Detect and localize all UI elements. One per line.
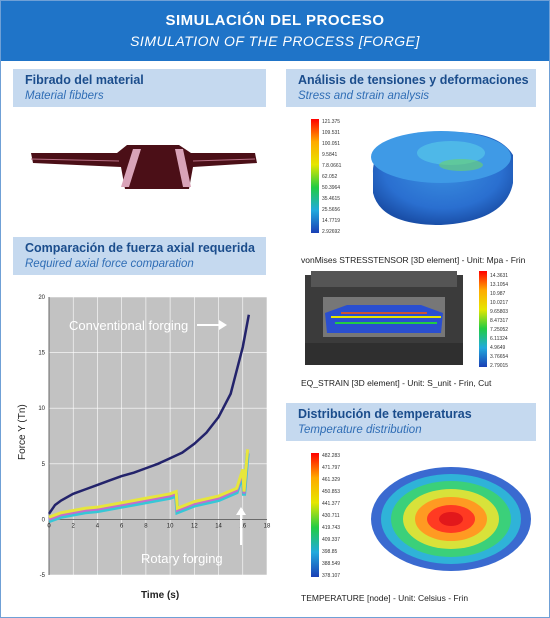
x-tick-label: 16 [239,523,246,529]
header-banner: SIMULACIÓN DEL PROCESO SIMULATION OF THE… [1,1,549,61]
temperature-simulation-image: 482.283 471.797 461.329 450.853 441.377 430.7… [311,453,531,579]
y-tick-label: 10 [38,406,45,412]
annotation-arrow [197,324,221,326]
scale-value: 9.5841 [322,152,338,158]
annotation-conventional: Conventional forging [69,318,189,333]
section-header-fibers: Fibrado del material Material fibbers [13,69,266,107]
scale-value: 2.79015 [490,363,508,369]
force-chart: 20 15 10 5 0 -5 0 2 4 6 8 10 12 14 16 18 Force Y (Tn) T… [17,295,271,601]
scale-value: 388.549 [322,561,340,567]
arrow-head-icon [219,320,227,330]
arrow-head-icon [236,507,246,515]
scale-value: 6.11324 [490,336,508,342]
section-subtitle: Temperature distribution [298,424,422,436]
strain-simulation-image: 14.3631 13.1054 10.987 10.0217 9.65803 8.4731… [305,271,508,369]
y-tick-label: 5 [42,462,46,468]
strain-color-scale [479,271,487,367]
section-subtitle: Required axial force comparation [25,258,194,270]
scale-value: 461.329 [322,477,340,483]
section-title: Análisis de tensiones y deformaciones [298,73,529,87]
section-title: Comparación de fuerza axial requerida [25,241,255,255]
stress-simulation-image: 121.375 109.531 100.051 9.5841 7.8.0661 62.05… [311,119,513,235]
scale-value: 409.337 [322,537,340,543]
y-tick-label: 20 [38,295,45,301]
strain-caption: EQ_STRAIN [3D element] - Unit: S_unit - … [301,378,492,388]
scale-value: 471.797 [322,465,340,471]
series-rotary-band [48,451,250,521]
x-tick-label: 6 [120,523,124,529]
section-title: Distribución de temperaturas [298,407,472,421]
temperature-color-scale [311,453,319,577]
series-conventional-forging [47,314,251,515]
section-header-stress: Análisis de tensiones y deformaciones St… [286,69,536,107]
scale-value: 9.65803 [490,309,508,315]
y-tick-label: 15 [38,351,45,357]
y-axis-label: Force Y (Tn) [17,404,28,460]
section-subtitle: Stress and strain analysis [298,90,430,102]
x-tick-label: 12 [191,523,198,529]
scale-value: 10.0217 [490,300,508,306]
scale-value: 62.052 [322,174,338,180]
scale-value: 14.3631 [490,273,508,279]
section-title: Fibrado del material [25,73,144,87]
series-rotary-band [48,453,250,524]
x-tick-label: 2 [72,523,76,529]
scale-value: 430.711 [322,513,340,519]
scale-value: 25.5656 [322,207,340,213]
x-tick-label: 0 [47,523,51,529]
y-tick-label: 0 [42,517,46,523]
scale-value: 13.1054 [490,282,508,288]
scale-value: 441.377 [322,501,340,507]
scale-value: 7.25052 [490,327,508,333]
scale-value: 7.8.0661 [322,163,342,169]
chart-plot-area [49,297,267,575]
annotation-rotary: Rotary forging [141,551,223,566]
scale-value: 450.853 [322,489,340,495]
scale-value: 378.107 [322,573,340,579]
scale-value: 109.531 [322,130,340,136]
page-subtitle: SIMULATION OF THE PROCESS [FORGE] [130,33,420,49]
scale-value: 4.9649 [490,345,506,351]
stress-caption: vonMises STRESSTENSOR [3D element] - Uni… [301,255,526,265]
scale-value: 35.4615 [322,196,340,202]
section-header-force: Comparación de fuerza axial requerida Re… [13,237,266,275]
stress-color-scale [311,119,319,233]
x-tick-label: 18 [264,523,271,529]
scale-value: 10.987 [490,291,506,297]
scale-value: 14.7719 [322,218,340,224]
x-tick-label: 4 [96,523,100,529]
material-fibers-image [30,145,257,189]
scale-value: 482.283 [322,453,340,459]
page-title: SIMULACIÓN DEL PROCESO [165,12,385,29]
x-tick-label: 14 [215,523,222,529]
y-tick-label: -5 [40,573,46,579]
x-tick-label: 10 [167,523,174,529]
x-axis-label: Time (s) [141,590,179,601]
x-tick-label: 8 [144,523,148,529]
scale-value: 3.76654 [490,354,508,360]
scale-value: 2.92692 [322,229,340,235]
scale-value: 419.743 [322,525,340,531]
scale-value: 8.47317 [490,318,508,324]
series-rotary-forging [48,449,250,519]
scale-value: 100.051 [322,141,340,147]
section-subtitle: Material fibbers [25,90,104,102]
temperature-caption: TEMPERATURE [node] - Unit: Celsius - Fri… [301,593,469,603]
scale-value: 121.375 [322,119,340,125]
scale-value: 50.3964 [322,185,340,191]
scale-value: 398.85 [322,549,338,555]
section-header-temperature: Distribución de temperaturas Temperature… [286,403,536,441]
annotation-arrow [240,513,242,545]
